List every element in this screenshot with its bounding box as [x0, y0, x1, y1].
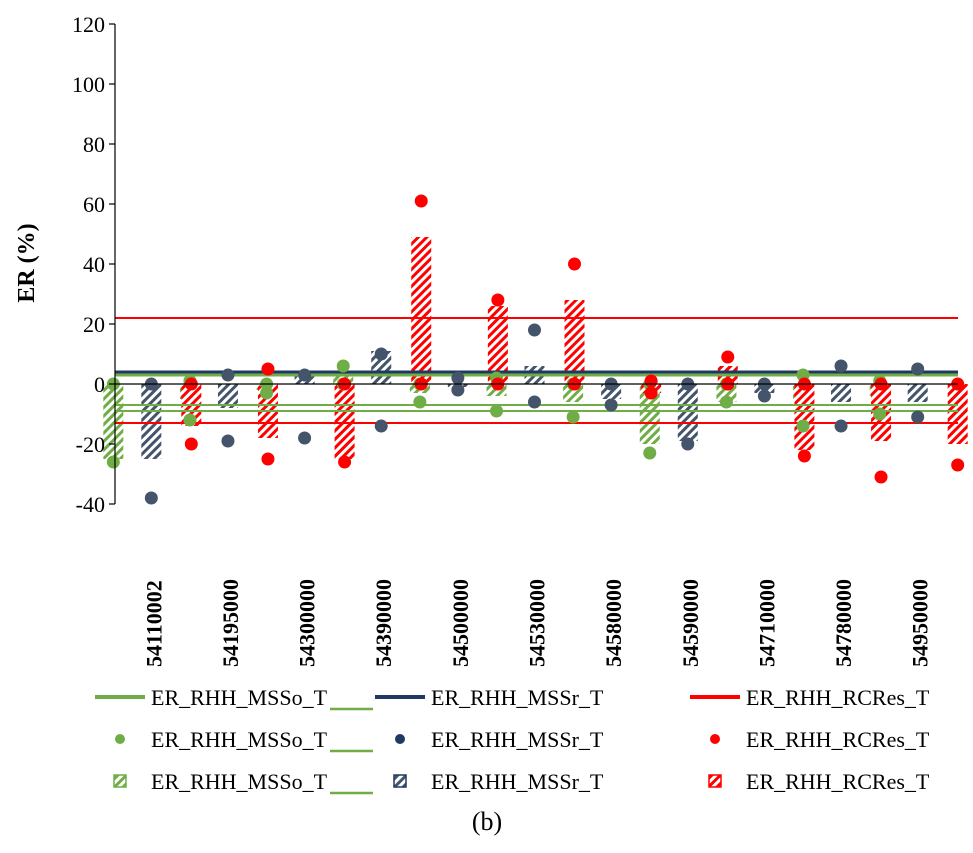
bar-2-54590000 — [677, 384, 698, 441]
bar-series-group — [103, 237, 968, 459]
legend-label: ER_RHH_MSSr_T — [431, 685, 604, 710]
x-category-label: 54500000 — [448, 579, 473, 667]
legend-swatch-pattern — [113, 774, 127, 788]
point-low-3-54950000 — [951, 458, 965, 472]
x-category-label: 54590000 — [678, 579, 703, 667]
point-high-3-54500000 — [491, 293, 505, 307]
legend-swatch-dot — [710, 734, 720, 744]
bar-2-54780000 — [831, 384, 852, 402]
point-low-2-54300000 — [298, 431, 312, 445]
bar-2-54110002 — [141, 384, 162, 459]
point-low-2-54500000 — [451, 383, 465, 397]
point-low-1-54530000 — [490, 404, 503, 418]
point-low-1-54780000 — [796, 419, 810, 433]
point-low-1-54590000 — [643, 446, 657, 460]
point-low-3-54710000 — [797, 449, 811, 463]
legend-label: ER_RHH_RCRes_T — [746, 727, 930, 752]
y-tick-label: -20 — [76, 432, 105, 457]
point-low-2-54780000 — [834, 419, 848, 433]
point-high-2-54390000 — [374, 347, 388, 361]
point-high-3-54390000 — [414, 194, 428, 208]
legend-label: ER_RHH_MSSr_T — [431, 727, 604, 752]
x-category-label: 54580000 — [601, 579, 626, 667]
bar-2-54950000 — [907, 384, 928, 402]
figure-caption: (b) — [472, 807, 502, 836]
legend-label: ER_RHH_MSSr_T — [431, 769, 604, 794]
point-high-3-54580000 — [644, 374, 658, 388]
point-low-3-54580000 — [644, 386, 658, 400]
bar-3-54530000 — [564, 300, 585, 384]
bar-3-54390000 — [411, 237, 432, 384]
x-category-label: 54530000 — [525, 579, 550, 667]
legend-swatch-pattern — [708, 774, 722, 788]
y-tick-label: -40 — [76, 492, 105, 517]
point-low-2-54590000 — [681, 437, 695, 451]
point-high-3-54590000 — [721, 350, 735, 364]
point-low-2-54580000 — [604, 398, 618, 412]
reference-lines-group — [115, 317, 958, 424]
y-tick-label: 40 — [83, 252, 105, 277]
point-high-2-54300000 — [298, 368, 312, 382]
point-low-3-54195000 — [261, 452, 275, 466]
legend-swatch-dot — [395, 734, 405, 744]
point-low-2-54710000 — [757, 389, 771, 403]
point-low-2-54950000 — [911, 410, 925, 424]
point-high-2-54195000 — [221, 368, 235, 382]
y-tick-label: 100 — [72, 72, 105, 97]
point-low-3-54110002 — [184, 437, 198, 451]
point-high-2-54780000 — [834, 359, 848, 373]
legend-label: ER_RHH_MSSo_T — [151, 685, 328, 710]
point-high-2-54950000 — [911, 362, 925, 376]
y-axis-title: ER (%) — [14, 223, 40, 302]
point-high-2-54500000 — [451, 371, 465, 385]
x-category-label: 54390000 — [371, 579, 396, 667]
point-series-group — [106, 194, 965, 505]
legend-label: ER_RHH_MSSo_T — [151, 727, 328, 752]
point-low-1-54300000 — [260, 386, 274, 400]
y-tick-label: 0 — [94, 372, 105, 397]
legend: ER_RHH_MSSo_T ER_RHH_MSSr_T ER_RHH_RCRes_T… — [95, 685, 930, 795]
bar-3-54500000 — [487, 306, 508, 384]
point-low-1-54950000 — [873, 407, 887, 421]
point-low-3-54300000 — [338, 455, 352, 469]
point-high-3-54530000 — [568, 257, 581, 271]
point-high-1-54390000 — [336, 359, 350, 373]
bar-1-54590000 — [639, 384, 660, 444]
legend-swatch-pattern — [393, 774, 407, 788]
y-tick-label: 120 — [72, 12, 105, 37]
legend-swatch-dot — [115, 734, 125, 744]
x-category-label: 54300000 — [295, 579, 320, 667]
x-category-label: 54950000 — [908, 579, 933, 667]
point-low-1-54500000 — [413, 395, 427, 409]
point-low-2-54530000 — [528, 395, 541, 409]
bar-3-54950000 — [947, 384, 968, 444]
point-low-3-54780000 — [874, 470, 888, 484]
point-high-3-54195000 — [261, 362, 275, 376]
point-low-1-54195000 — [183, 413, 197, 427]
bar-2-54195000 — [217, 384, 238, 408]
y-tick-label: 20 — [83, 312, 105, 337]
point-high-2-54530000 — [528, 323, 541, 337]
y-tick-label: 80 — [83, 132, 105, 157]
legend-label: ER_RHH_RCRes_T — [746, 685, 930, 710]
point-low-1-54110002 — [106, 455, 120, 469]
point-low-2-54390000 — [374, 419, 388, 433]
axes-group: -40 -20 0 20 40 60 80 100 120 54110002 54195000 543… — [72, 12, 958, 667]
point-low-1-54580000 — [566, 410, 580, 424]
point-low-2-54195000 — [221, 434, 235, 448]
legend-label: ER_RHH_RCRes_T — [746, 769, 930, 794]
x-category-label: 54110002 — [141, 580, 166, 667]
bar-3-54710000 — [794, 384, 815, 450]
x-category-label: 54780000 — [831, 579, 856, 667]
point-low-1-54710000 — [719, 395, 733, 409]
x-category-label: 54710000 — [754, 579, 779, 667]
bar-3-54300000 — [334, 384, 355, 459]
bar-1-54110002 — [103, 384, 124, 459]
legend-label: ER_RHH_MSSo_T — [151, 769, 328, 794]
point-low-2-54110002 — [144, 491, 158, 505]
x-category-label: 54195000 — [218, 579, 243, 667]
y-tick-label: 60 — [83, 192, 105, 217]
